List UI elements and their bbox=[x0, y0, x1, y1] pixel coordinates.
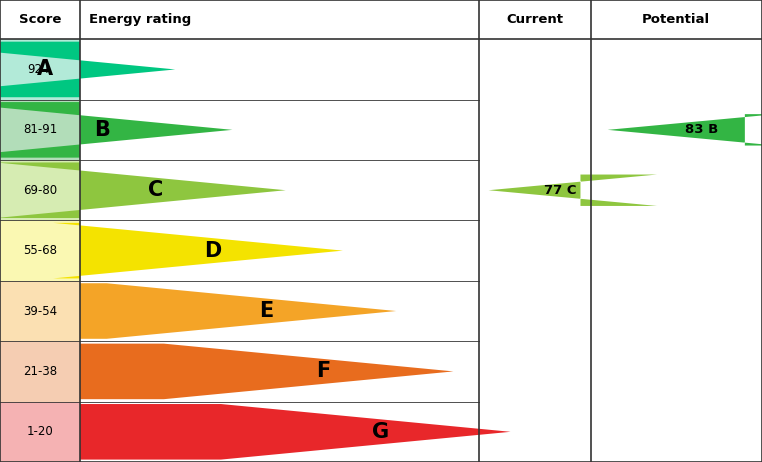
Text: 55-68: 55-68 bbox=[23, 244, 57, 257]
Bar bbox=[0, 160, 80, 220]
Text: 77 C: 77 C bbox=[543, 184, 576, 197]
Polygon shape bbox=[80, 344, 453, 399]
Polygon shape bbox=[0, 102, 232, 158]
Text: B: B bbox=[94, 120, 110, 140]
Text: C: C bbox=[148, 180, 163, 200]
Bar bbox=[0, 39, 80, 100]
Text: Energy rating: Energy rating bbox=[89, 13, 191, 26]
Polygon shape bbox=[0, 163, 286, 218]
Bar bbox=[0, 281, 80, 341]
Text: E: E bbox=[259, 301, 273, 321]
Text: 81-91: 81-91 bbox=[23, 123, 57, 136]
Text: 92+: 92+ bbox=[27, 63, 53, 76]
Polygon shape bbox=[0, 42, 175, 97]
Text: D: D bbox=[204, 241, 221, 261]
Bar bbox=[0, 100, 80, 160]
Polygon shape bbox=[80, 283, 396, 339]
Text: Score: Score bbox=[19, 13, 61, 26]
Polygon shape bbox=[53, 223, 343, 279]
Text: A: A bbox=[37, 60, 53, 79]
Text: 69-80: 69-80 bbox=[23, 184, 57, 197]
Bar bbox=[0, 220, 80, 281]
Text: 83 B: 83 B bbox=[685, 123, 718, 136]
Text: 1-20: 1-20 bbox=[27, 426, 53, 438]
Text: F: F bbox=[316, 361, 330, 382]
Polygon shape bbox=[607, 114, 762, 146]
Polygon shape bbox=[80, 404, 511, 460]
Text: Potential: Potential bbox=[642, 13, 710, 26]
Bar bbox=[0, 401, 80, 462]
Bar bbox=[0, 341, 80, 401]
Text: 39-54: 39-54 bbox=[23, 304, 57, 317]
Text: G: G bbox=[372, 422, 389, 442]
Text: 21-38: 21-38 bbox=[23, 365, 57, 378]
Polygon shape bbox=[488, 175, 657, 206]
Text: Current: Current bbox=[506, 13, 563, 26]
